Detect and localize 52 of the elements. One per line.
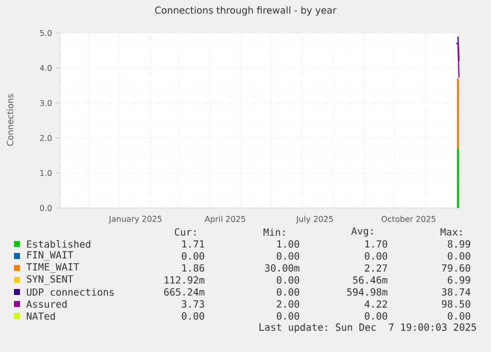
- text: 8.99: [448, 240, 470, 248]
- x-tick-label: April 2025: [204, 216, 246, 224]
- text: Max:: [440, 228, 462, 236]
- chart-title: Connections through firewall - by year: [155, 6, 336, 16]
- text: Min:: [264, 228, 284, 236]
- text: 0.00: [276, 288, 300, 296]
- text: 1.86: [182, 264, 204, 272]
- y-tick-label: 4.0: [40, 64, 52, 72]
- text: 0.00: [182, 252, 204, 260]
- text: 0.00: [448, 252, 470, 260]
- legend-label: UDP connections: [26, 288, 114, 296]
- legend-label: Established: [27, 240, 90, 248]
- text: 2.27: [364, 264, 388, 272]
- y-tick-label: 0.0: [40, 204, 52, 212]
- text: 112.92m: [164, 276, 204, 284]
- legend-label: FIN_WAIT: [27, 251, 74, 261]
- text: 0.00: [364, 252, 388, 260]
- text: Cur:: [174, 228, 196, 236]
- y-tick-label: 2.0: [40, 134, 52, 142]
- legend-label: TIME_WAIT: [26, 263, 80, 273]
- text: 0.00: [364, 312, 388, 320]
- legend-label: Assured: [26, 300, 67, 308]
- text: 3.73: [182, 300, 204, 308]
- x-tick-label: January 2025: [108, 216, 162, 224]
- text: 0.00: [276, 252, 300, 260]
- text: 1.00: [277, 240, 300, 248]
- text: 56.46m: [353, 276, 388, 284]
- text: 79.60: [442, 264, 470, 272]
- text: Last update: Sun Dec 7 19:00:03 2025: [260, 323, 476, 333]
- text: 4.22: [364, 300, 387, 308]
- text: 0.00: [276, 312, 300, 320]
- text: 1.71: [182, 240, 204, 248]
- text: 1.70: [365, 240, 388, 248]
- text: 38.74: [442, 288, 470, 296]
- y-tick-label: 3.0: [40, 100, 52, 106]
- text: 665.24m: [164, 288, 204, 296]
- x-tick-label: October 2025: [382, 216, 436, 222]
- y-axis-title: Connections: [6, 94, 14, 146]
- text: 30.00m: [265, 264, 300, 272]
- text: 0.00: [448, 312, 470, 320]
- y-tick-label: 1.0: [40, 170, 52, 176]
- text: 0.00: [182, 312, 204, 320]
- text: 2.00: [276, 300, 300, 308]
- legend-label: SYN_SENT: [26, 275, 74, 285]
- text: 594.98m: [347, 288, 388, 296]
- text: 98.50: [442, 300, 470, 308]
- y-tick-label: 5.0: [40, 30, 52, 36]
- legend-label: NATed: [26, 312, 55, 320]
- text: 0.00: [276, 276, 300, 284]
- text: 6.99: [448, 276, 470, 284]
- x-tick-label: July 2025: [296, 216, 333, 224]
- text: Avg:: [351, 227, 372, 237]
